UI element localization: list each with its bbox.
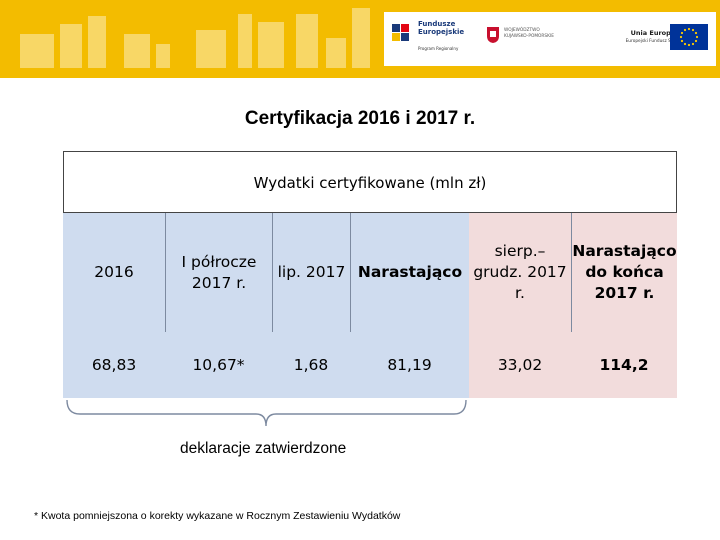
value-jul-2017: 1,68 [272, 332, 350, 398]
label-h1-2017: I półrocze 2017 r. [165, 213, 272, 332]
footnote: * Kwota pomniejszona o korekty wykazane … [34, 510, 401, 522]
decor-shape [196, 30, 226, 68]
table-header: Wydatki certyfikowane (mln zł) [63, 151, 677, 213]
label-2016: 2016 [63, 213, 165, 332]
label-jul-2017: lip. 2017 [272, 213, 350, 332]
value-aug-dec-2017: 33,02 [469, 332, 571, 398]
value-cumulative-end-2017: 114,2 [571, 332, 677, 398]
decor-shape [124, 34, 150, 68]
decor-shape [60, 24, 82, 68]
decor-shape [258, 22, 284, 68]
eu-logo-title: Unia Europejska [630, 29, 690, 37]
logo-strip: Fundusze Europejskie Program Regionalny … [384, 12, 716, 66]
decor-shape [352, 8, 370, 68]
eu-logo-subtitle: Europejski Fundusz Społeczny [625, 39, 690, 44]
region-logo-text: WOJEWÓDZTWO KUJAWSKO-POMORSKIE [504, 28, 554, 39]
bracket-shape [66, 399, 467, 427]
decor-shape [20, 34, 54, 68]
region-crest-icon [487, 27, 499, 43]
slide-title: Certyfikacja 2016 i 2017 r. [244, 108, 476, 129]
decor-shape [238, 14, 252, 68]
funds-logo-subtitle: Program Regionalny [418, 46, 459, 51]
eu-flag-icon [670, 24, 708, 50]
label-cumulative-end-2017: Narastająco do końca 2017 r. [571, 213, 677, 332]
funds-logo-icon [392, 24, 409, 41]
funds-logo-text: Fundusze Europejskie [418, 20, 465, 36]
header-banner: Fundusze Europejskie Program Regionalny … [0, 0, 720, 78]
value-h1-2017: 10,67* [165, 332, 272, 398]
decor-shape [296, 14, 318, 68]
decor-shape [88, 16, 106, 68]
brace-caption: deklaracje zatwierdzone [180, 440, 347, 457]
label-cumulative: Narastająco [350, 213, 469, 332]
label-aug-dec-2017: sierp.– grudz. 2017 r. [469, 213, 571, 332]
decor-shape [156, 44, 170, 68]
value-cumulative: 81,19 [350, 332, 469, 398]
value-2016: 68,83 [63, 332, 165, 398]
decor-shape [326, 38, 346, 68]
